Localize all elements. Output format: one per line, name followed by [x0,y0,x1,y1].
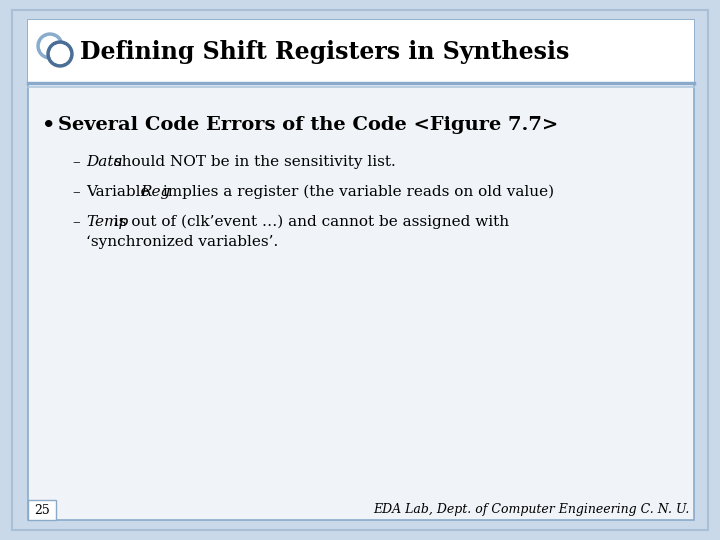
Text: Several Code Errors of the Code <Figure 7.7>: Several Code Errors of the Code <Figure … [58,116,558,134]
FancyBboxPatch shape [12,10,708,530]
Circle shape [40,37,60,56]
Circle shape [47,41,73,67]
FancyBboxPatch shape [28,20,694,520]
Text: –: – [72,215,80,229]
Text: –: – [72,185,80,199]
Circle shape [50,44,70,64]
Text: Defining Shift Registers in Synthesis: Defining Shift Registers in Synthesis [80,40,570,64]
Text: implies a register (the variable reads on old value): implies a register (the variable reads o… [158,185,554,199]
FancyBboxPatch shape [28,500,56,520]
Text: Temp: Temp [86,215,128,229]
Text: 25: 25 [34,503,50,516]
Text: EDA Lab, Dept. of Computer Engineering C. N. U.: EDA Lab, Dept. of Computer Engineering C… [374,503,690,516]
Text: ‘synchronized variables’.: ‘synchronized variables’. [86,235,278,249]
Text: Reg: Reg [140,185,171,199]
Text: Variable: Variable [86,185,154,199]
Circle shape [37,33,63,59]
Text: •: • [42,115,55,135]
Text: should NOT be in the sensitivity list.: should NOT be in the sensitivity list. [109,155,396,169]
FancyBboxPatch shape [28,20,694,82]
Text: –: – [72,155,80,169]
Text: is out of (clk’event …) and cannot be assigned with: is out of (clk’event …) and cannot be as… [109,215,509,229]
Text: Data: Data [86,155,122,169]
